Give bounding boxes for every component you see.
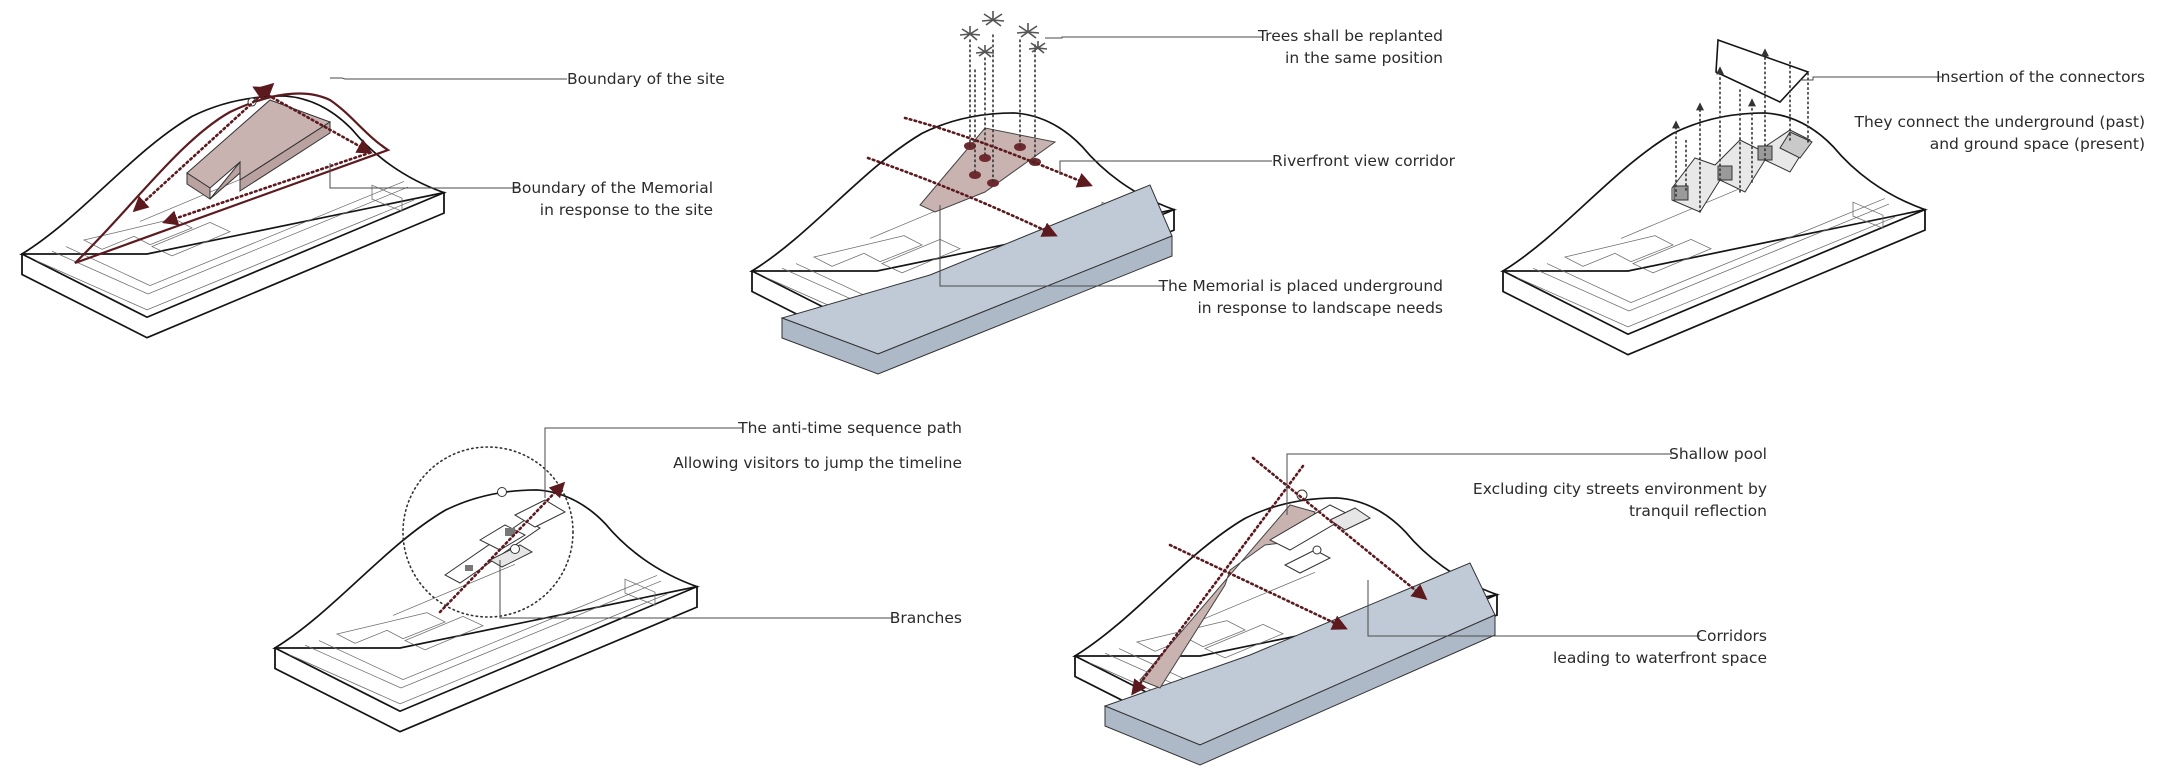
diagram-trees-riverfront: Trees shall be replanted in the same pos… (751, 11, 1456, 375)
label-connectors-line2: and ground space (present) (1930, 135, 2145, 153)
leader-shallow-pool (1286, 453, 1672, 515)
label-underground-line1: The Memorial is placed underground (1158, 277, 1443, 295)
label-anti-time-desc: Allowing visitors to jump the timeline (673, 454, 962, 472)
label-pool-desc-line1: Excluding city streets environment by (1473, 480, 1767, 498)
label-underground-line2: in response to landscape needs (1197, 299, 1443, 317)
site-axis-arrows (132, 82, 374, 226)
label-boundary-site: Boundary of the site (567, 70, 725, 88)
label-boundary-memorial-line1: Boundary of the Memorial (511, 179, 713, 197)
label-anti-time-title: The anti-time sequence path (737, 419, 962, 437)
leader-corridors (1367, 580, 1700, 637)
diagram-connectors: Insertion of the connectors They connect… (1502, 38, 2145, 356)
leader-boundary-site (330, 77, 567, 80)
label-pool-desc-line2: tranquil reflection (1629, 502, 1767, 520)
waterfront-zone (1103, 562, 1496, 766)
river-water-zone (780, 184, 1173, 375)
leader-trees (1045, 36, 1262, 39)
label-branches: Branches (890, 609, 962, 627)
leader-anti-time (544, 427, 742, 498)
label-connectors-line1: They connect the underground (past) (1854, 113, 2145, 131)
label-boundary-memorial-line2: in response to the site (540, 201, 713, 219)
diagram-anti-time-path: The anti-time sequence path Allowing vis… (274, 419, 962, 733)
label-trees-line1: Trees shall be replanted (1257, 27, 1443, 45)
tree-drop-lines (969, 34, 1036, 184)
shallow-pool (1139, 504, 1316, 689)
label-corridors-line2: leading to waterfront space (1553, 649, 1767, 667)
palm-trees (959, 11, 1048, 58)
corridor-arrows (1131, 456, 1428, 696)
influence-circle (402, 446, 574, 618)
connector-vertical-lines (1672, 48, 1809, 213)
memorial-plan-fragments-2 (1268, 489, 1372, 574)
leader-boundary-memorial (329, 163, 520, 189)
connector-volumes (1671, 38, 1813, 213)
leader-riverfront (1059, 160, 1272, 175)
label-riverfront: Riverfront view corridor (1272, 152, 1456, 170)
leader-branches (499, 560, 893, 619)
label-trees-line2: in the same position (1285, 49, 1443, 67)
view-corridor-arrows (866, 116, 1093, 237)
anti-time-arrow (438, 481, 566, 614)
label-connectors-title: Insertion of the connectors (1936, 68, 2145, 86)
leader-underground (939, 205, 1165, 287)
label-shallow-pool: Shallow pool (1669, 445, 1767, 463)
diagram-pool-corridors: Shallow pool Excluding city streets envi… (1074, 445, 1767, 766)
leader-connectors (1800, 76, 1943, 81)
label-corridors-line1: Corridors (1696, 627, 1767, 645)
diagram-site-boundary: Boundary of the site Boundary of the Mem… (21, 70, 725, 339)
